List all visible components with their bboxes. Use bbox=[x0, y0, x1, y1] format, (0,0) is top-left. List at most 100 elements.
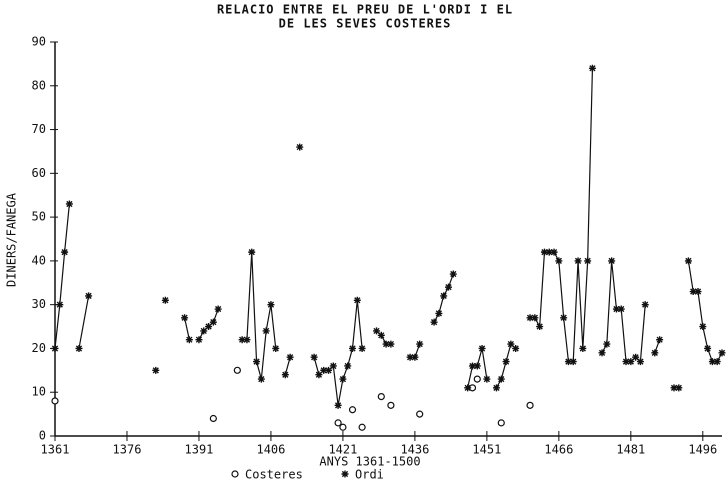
data-point bbox=[656, 336, 664, 344]
data-point bbox=[262, 327, 270, 335]
data-point bbox=[708, 358, 716, 366]
data-point bbox=[684, 257, 692, 265]
data-point bbox=[569, 358, 577, 366]
data-point bbox=[603, 340, 611, 348]
data-point bbox=[416, 410, 424, 418]
data-point bbox=[536, 323, 544, 331]
data-point bbox=[512, 344, 520, 352]
y-tick-label: 10 bbox=[32, 385, 46, 399]
data-point bbox=[377, 393, 385, 401]
x-tick-label: 1466 bbox=[544, 443, 573, 457]
data-point bbox=[584, 257, 592, 265]
y-axis-label: DINERS/FANEGA bbox=[5, 192, 19, 287]
data-point bbox=[560, 314, 568, 322]
data-point bbox=[704, 344, 712, 352]
data-point bbox=[636, 358, 644, 366]
data-point bbox=[377, 331, 385, 339]
data-point bbox=[253, 358, 261, 366]
data-point bbox=[564, 358, 572, 366]
data-point bbox=[718, 349, 726, 357]
y-tick-label: 50 bbox=[32, 210, 46, 224]
data-point bbox=[325, 366, 333, 374]
data-point bbox=[329, 362, 337, 370]
data-point bbox=[286, 353, 294, 361]
data-point bbox=[339, 423, 347, 431]
data-point bbox=[344, 362, 352, 370]
data-point bbox=[61, 248, 69, 256]
data-point bbox=[464, 384, 472, 392]
data-point bbox=[358, 344, 366, 352]
data-point bbox=[449, 270, 457, 278]
data-point bbox=[85, 292, 93, 300]
data-point bbox=[641, 301, 649, 309]
data-point bbox=[233, 366, 241, 374]
data-point bbox=[209, 414, 217, 423]
data-point bbox=[296, 143, 304, 151]
x-tick-label: 1451 bbox=[472, 443, 501, 457]
y-tick-label: 80 bbox=[32, 78, 46, 92]
x-axis-label: ANYS 1361-1500 bbox=[319, 455, 420, 469]
data-point bbox=[632, 353, 640, 361]
data-point bbox=[281, 371, 289, 379]
series-line bbox=[54, 68, 723, 406]
data-point bbox=[320, 366, 328, 374]
data-point bbox=[161, 296, 169, 304]
data-point bbox=[387, 340, 395, 348]
data-point bbox=[358, 423, 366, 431]
data-point bbox=[598, 349, 606, 357]
chart-title: RELACIO ENTRE EL PREU DE L'ORDI I EL bbox=[217, 3, 513, 17]
data-point bbox=[545, 248, 553, 256]
data-point bbox=[713, 358, 721, 366]
y-tick-label: 70 bbox=[32, 122, 46, 136]
chart-title: DE LES SEVES COSTERES bbox=[279, 17, 452, 31]
data-point bbox=[406, 353, 414, 361]
y-tick-label: 0 bbox=[39, 429, 46, 443]
data-point bbox=[257, 375, 265, 383]
data-point bbox=[315, 371, 323, 379]
data-point bbox=[349, 344, 357, 352]
legend-marker bbox=[341, 470, 349, 478]
data-point bbox=[51, 344, 59, 352]
x-tick-label: 1391 bbox=[185, 443, 214, 457]
data-point bbox=[526, 314, 534, 322]
data-point bbox=[411, 353, 419, 361]
data-point bbox=[185, 336, 193, 344]
data-point bbox=[497, 375, 505, 383]
data-point bbox=[272, 344, 280, 352]
x-tick-label: 1496 bbox=[688, 443, 717, 457]
data-point bbox=[382, 340, 390, 348]
data-point bbox=[468, 362, 476, 370]
data-point bbox=[507, 340, 515, 348]
data-point bbox=[555, 257, 563, 265]
data-point bbox=[75, 344, 83, 352]
data-point bbox=[430, 318, 438, 326]
data-point bbox=[152, 366, 160, 374]
x-tick-label: 1481 bbox=[616, 443, 645, 457]
data-point bbox=[65, 200, 73, 208]
y-tick-label: 90 bbox=[32, 35, 46, 49]
data-point bbox=[574, 257, 582, 265]
data-point bbox=[612, 305, 620, 313]
data-point bbox=[608, 257, 616, 265]
data-point bbox=[617, 305, 625, 313]
data-point bbox=[483, 375, 491, 383]
data-point bbox=[622, 358, 630, 366]
x-tick-label: 1436 bbox=[400, 443, 429, 457]
data-point bbox=[214, 305, 222, 313]
data-point bbox=[478, 344, 486, 352]
legend-marker bbox=[231, 470, 239, 478]
data-point bbox=[195, 336, 203, 344]
data-point bbox=[348, 406, 357, 414]
data-point bbox=[248, 248, 256, 256]
data-point bbox=[473, 362, 481, 370]
y-tick-label: 30 bbox=[32, 297, 46, 311]
data-point bbox=[694, 288, 702, 296]
legend-label: Costeres bbox=[245, 468, 303, 482]
data-point bbox=[540, 248, 548, 256]
data-point bbox=[387, 401, 395, 409]
data-point bbox=[588, 64, 596, 72]
data-point bbox=[353, 296, 361, 304]
y-tick-label: 60 bbox=[32, 166, 46, 180]
data-point bbox=[627, 358, 635, 366]
